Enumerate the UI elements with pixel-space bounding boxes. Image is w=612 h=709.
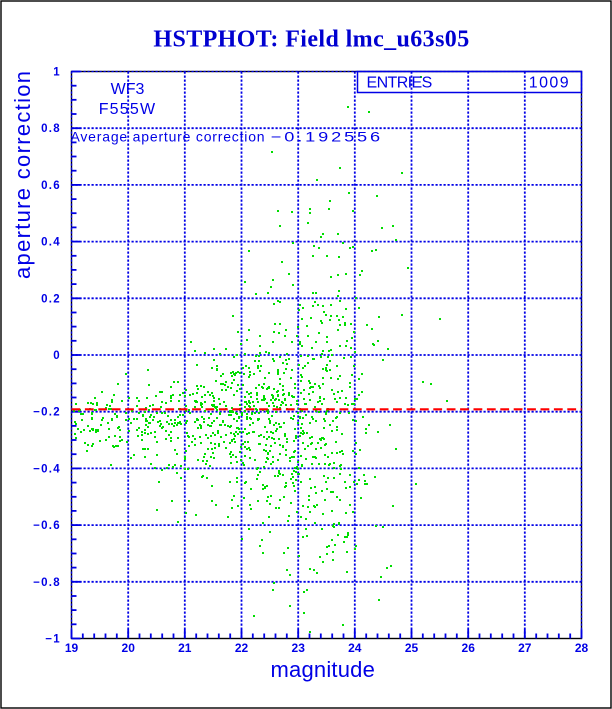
svg-text:ENTRIES: ENTRIES <box>367 75 432 92</box>
svg-text:−0.6: −0.6 <box>33 520 61 532</box>
svg-text:0.2: 0.2 <box>41 293 61 305</box>
svg-text:0.8: 0.8 <box>41 123 61 135</box>
svg-text:0.6: 0.6 <box>41 180 61 192</box>
svg-text:1009: 1009 <box>529 75 570 92</box>
svg-text:23: 23 <box>292 641 306 655</box>
svg-text:0: 0 <box>53 350 61 362</box>
svg-text:WF3: WF3 <box>111 81 145 98</box>
svg-text:aperture correction: aperture correction <box>10 70 35 279</box>
svg-text:28: 28 <box>575 641 589 655</box>
svg-text:22: 22 <box>235 641 249 655</box>
svg-text:−0.192556: −0.192556 <box>271 129 383 145</box>
svg-text:26: 26 <box>462 641 476 655</box>
svg-text:20: 20 <box>122 641 136 655</box>
svg-text:magnitude: magnitude <box>271 657 376 682</box>
svg-text:21: 21 <box>178 641 192 655</box>
svg-text:25: 25 <box>405 641 419 655</box>
svg-text:−0.2: −0.2 <box>33 407 61 419</box>
svg-text:−0.8: −0.8 <box>33 577 61 589</box>
svg-text:19: 19 <box>65 641 79 655</box>
svg-text:24: 24 <box>348 641 362 655</box>
svg-text:27: 27 <box>518 641 532 655</box>
svg-text:0.4: 0.4 <box>41 237 61 249</box>
svg-text:Average aperture correction: Average aperture correction <box>71 129 266 145</box>
svg-text:−1: −1 <box>45 634 61 646</box>
svg-text:−0.4: −0.4 <box>33 463 61 475</box>
svg-text:F555W: F555W <box>99 101 157 118</box>
svg-text:HSTPHOT: Field lmc_u63s05: HSTPHOT: Field lmc_u63s05 <box>153 27 469 53</box>
svg-text:1: 1 <box>53 67 61 79</box>
